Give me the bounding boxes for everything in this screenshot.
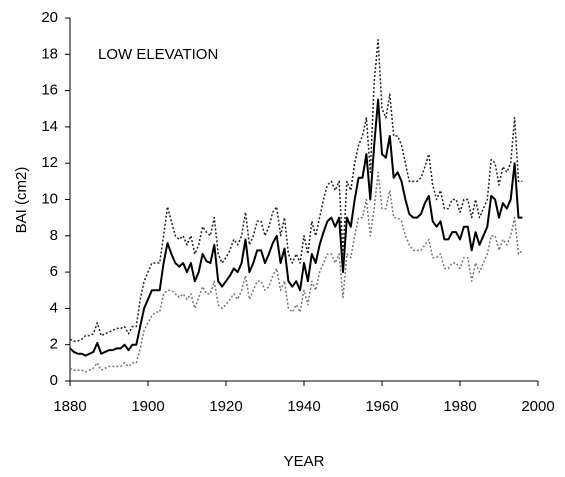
x-tick-label: 1880 [53, 398, 86, 415]
y-tick-label: 14 [41, 118, 58, 135]
x-tick-label: 2000 [521, 398, 554, 415]
y-tick-label: 20 [41, 9, 58, 26]
y-tick-label: 8 [50, 227, 58, 244]
series-line [69, 98, 523, 357]
y-tick-label: 6 [50, 263, 58, 280]
x-tick-label: 1900 [131, 398, 164, 415]
y-tick-label: 0 [50, 372, 58, 389]
y-tick-label: 10 [41, 190, 58, 207]
y-axis-label: BAI (cm2) [13, 167, 30, 234]
y-tick-label: 16 [41, 82, 58, 99]
x-axis-label: YEAR [284, 453, 325, 470]
y-tick-label: 4 [50, 299, 58, 316]
series-line [69, 171, 523, 373]
x-tick-label: 1920 [209, 398, 242, 415]
x-tick-label: 1980 [443, 398, 476, 415]
y-tick-label: 2 [50, 336, 58, 353]
annotation: LOW ELEVATION [98, 46, 218, 63]
x-tick-label: 1960 [365, 398, 398, 415]
y-tick-label: 12 [41, 154, 58, 171]
y-tick-label: 18 [41, 45, 58, 62]
x-tick-label: 1940 [287, 398, 320, 415]
series-line [69, 39, 523, 342]
